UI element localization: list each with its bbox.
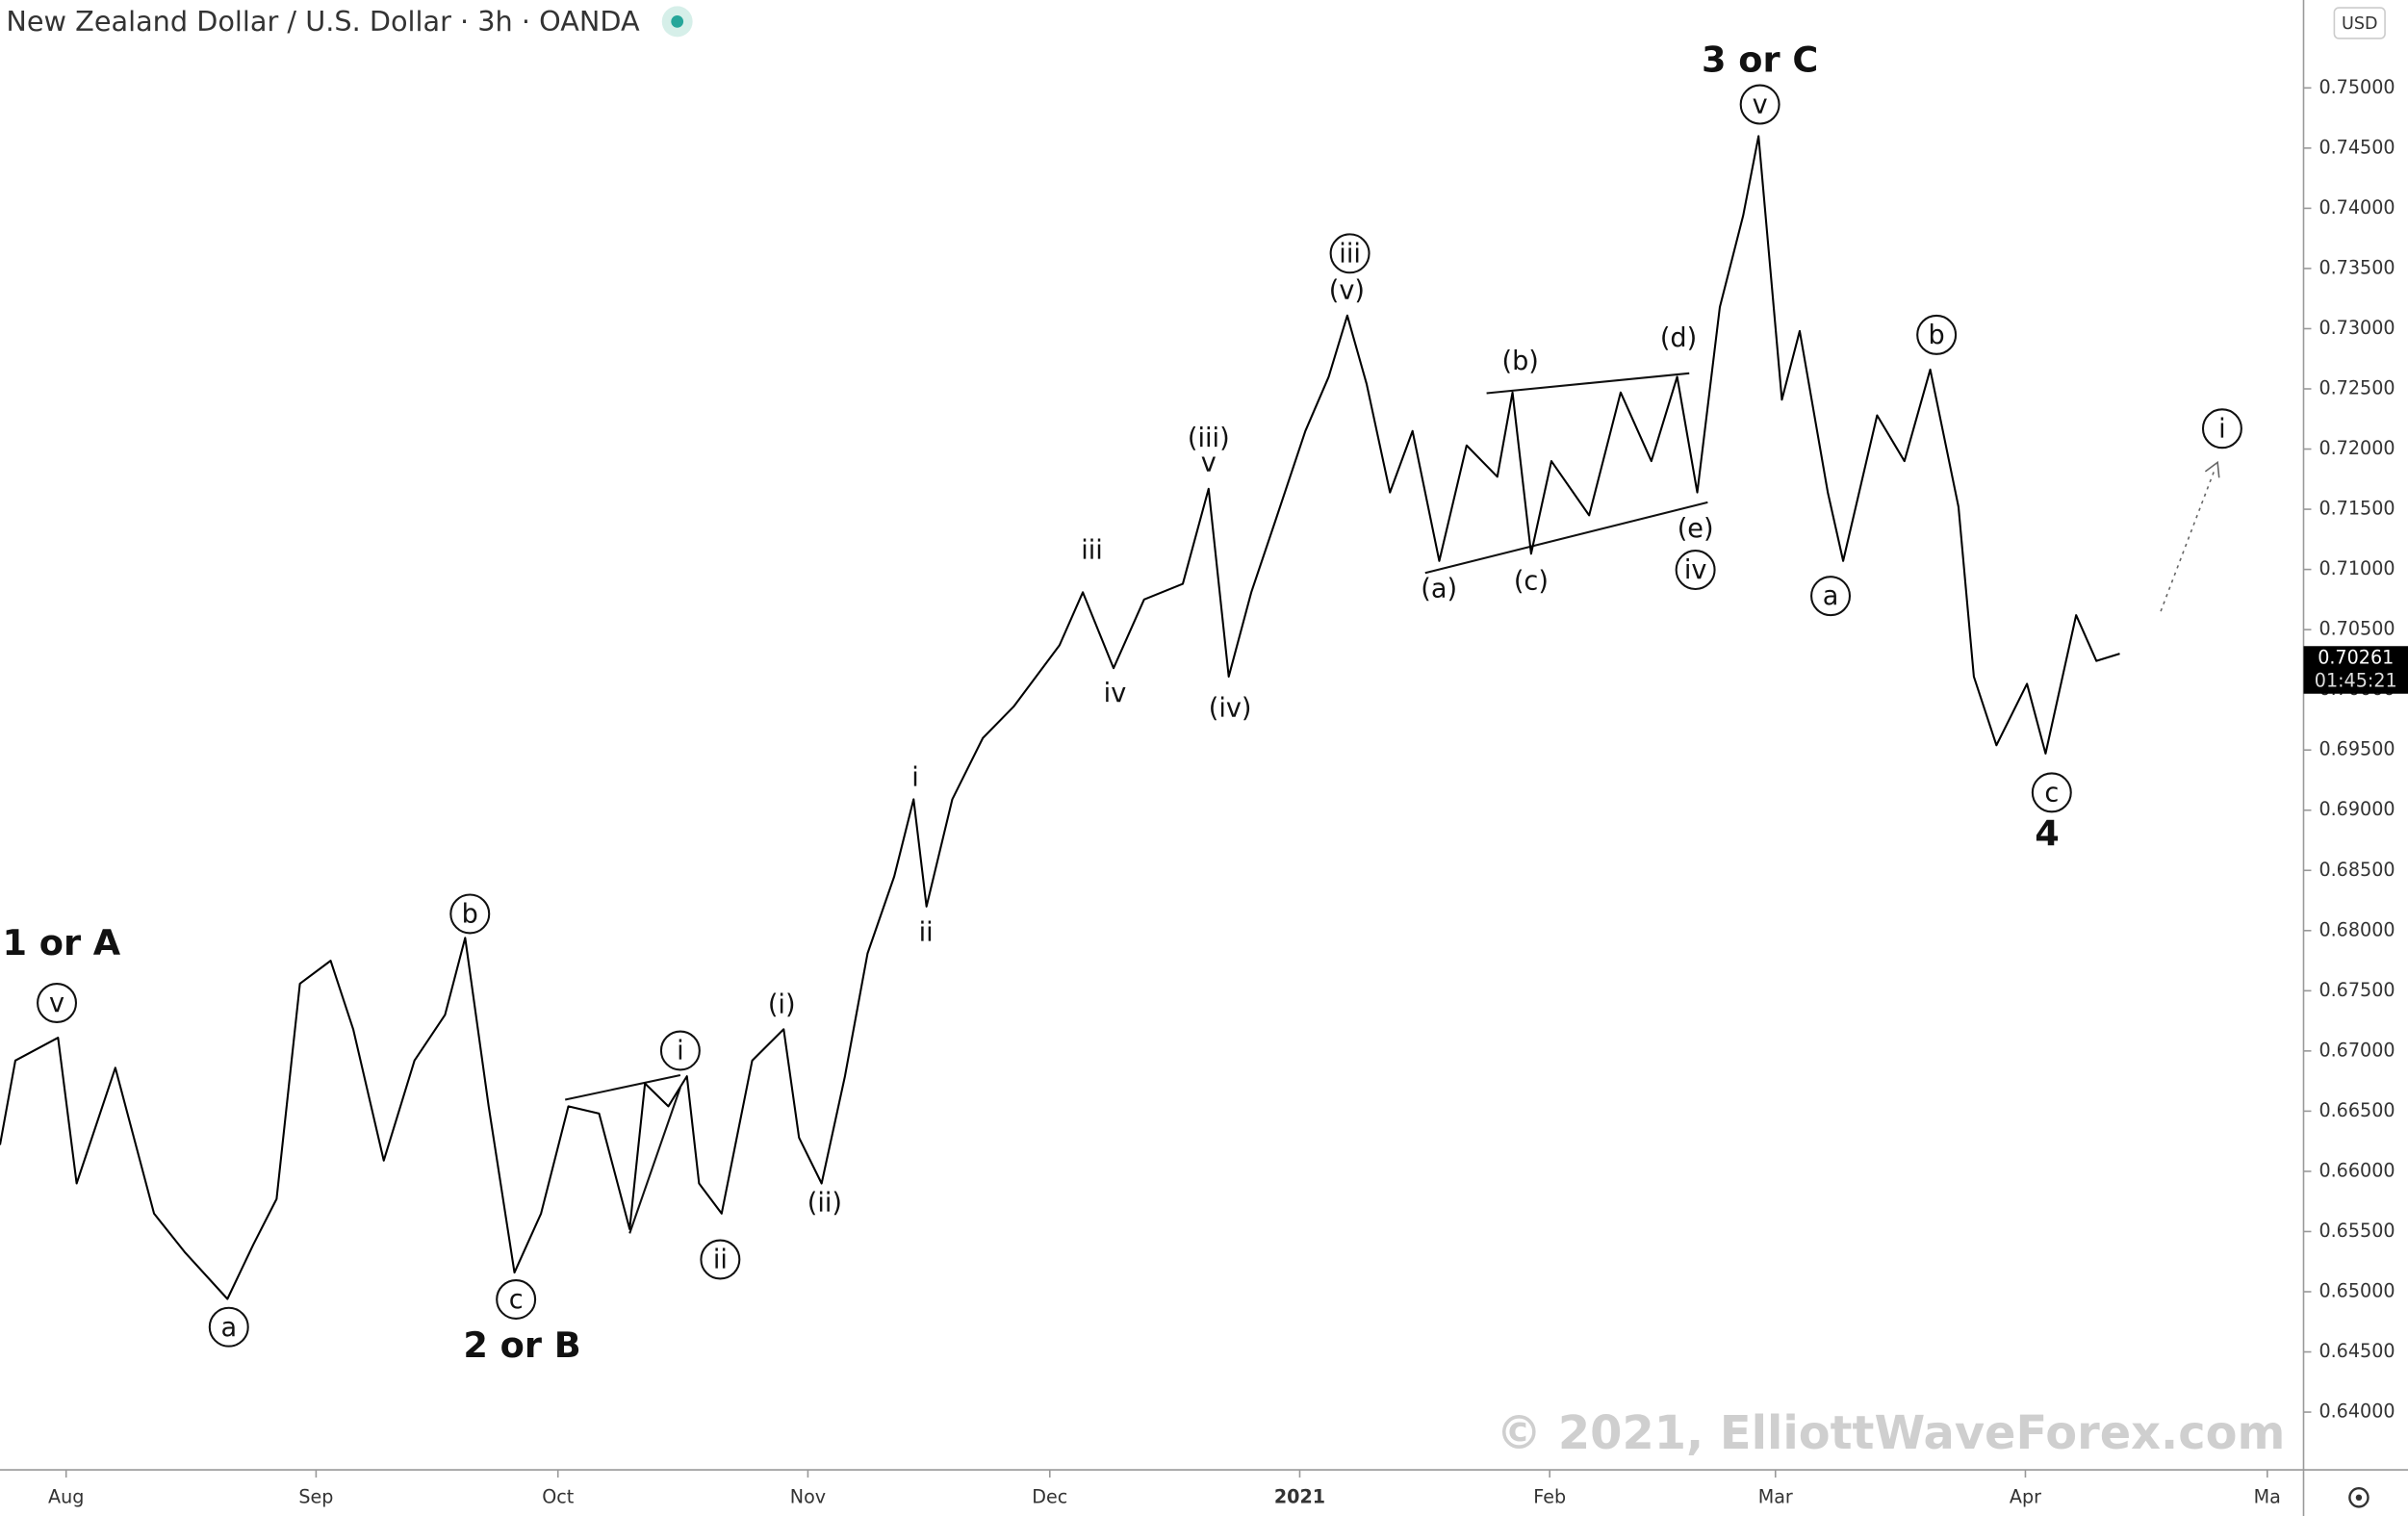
last-price-label: 0.70261 xyxy=(2318,647,2394,669)
wave-circle xyxy=(37,983,78,1023)
wave-label: (v) xyxy=(1329,276,1365,306)
trend-line xyxy=(564,1073,681,1101)
wave-label: i xyxy=(677,1037,684,1066)
y-tick-label: 0.67000 xyxy=(2318,1039,2395,1061)
wave-label: (b) xyxy=(1502,347,1539,376)
currency-label: USD xyxy=(2342,14,2378,34)
y-tick-label: 0.64500 xyxy=(2318,1340,2395,1362)
x-tick-label: Apr xyxy=(2010,1485,2041,1507)
wave-degree-label: 1 or A xyxy=(2,922,120,964)
y-tick-label: 0.69500 xyxy=(2318,738,2395,760)
wave-label: (c) xyxy=(1514,566,1549,596)
wave-label: (a) xyxy=(1421,574,1457,604)
wave-degree-label: 3 or C xyxy=(1702,39,1818,80)
wave-circle xyxy=(2031,772,2072,813)
y-tick-label: 0.74000 xyxy=(2318,196,2395,218)
wave-label: iv xyxy=(1104,679,1127,708)
y-tick-label: 0.65500 xyxy=(2318,1220,2395,1242)
wave-label: ii xyxy=(713,1246,728,1275)
wave-label: iii xyxy=(1081,535,1103,565)
y-tick-label: 0.74500 xyxy=(2318,136,2395,158)
wave-circle xyxy=(496,1278,537,1320)
chart-title: New Zealand Dollar / U.S. Dollar · 3h · … xyxy=(6,5,640,38)
wave-label: v xyxy=(1753,90,1768,120)
wave-label: b xyxy=(1929,321,1945,350)
x-tick-label: Mar xyxy=(1758,1485,1793,1507)
y-tick-label: 0.67500 xyxy=(2318,979,2395,1001)
wave-label: (d) xyxy=(1660,323,1697,353)
wave-circle xyxy=(700,1239,741,1280)
y-tick-label: 0.66000 xyxy=(2318,1159,2395,1181)
wave-label: c xyxy=(2044,778,2059,808)
wave-label: (i) xyxy=(768,990,796,1020)
wave-degree-label: 2 or B xyxy=(463,1324,580,1366)
y-tick-label: 0.72500 xyxy=(2318,377,2395,399)
wave-label: a xyxy=(1823,581,1839,611)
wave-degree-label: 4 xyxy=(2035,813,2060,855)
wave-label: b xyxy=(462,900,478,930)
x-tick-label: 2021 xyxy=(1274,1485,1325,1507)
wave-circle xyxy=(1329,233,1371,274)
wave-circle xyxy=(1739,84,1780,125)
wave-label: iv xyxy=(1684,555,1707,585)
y-tick-label: 0.73500 xyxy=(2318,256,2395,278)
trend-line xyxy=(1486,372,1690,395)
y-tick-label: 0.64000 xyxy=(2318,1400,2395,1423)
wave-label: a xyxy=(220,1313,237,1343)
wave-label: v xyxy=(1201,448,1217,477)
status-dot xyxy=(671,14,684,28)
x-tick-label: Ma xyxy=(2254,1485,2281,1507)
wave-circle xyxy=(1675,550,1716,591)
x-tick-label: Sep xyxy=(298,1485,333,1507)
y-tick-label: 0.66500 xyxy=(2318,1099,2395,1121)
trend-line xyxy=(628,1087,681,1234)
countdown-label: 01:45:21 xyxy=(2315,669,2397,691)
y-tick-label: 0.65000 xyxy=(2318,1279,2395,1301)
wave-label: (ii) xyxy=(807,1189,842,1219)
wave-label: v xyxy=(49,989,64,1018)
x-tick-label: Dec xyxy=(1032,1485,1067,1507)
wave-label: (iv) xyxy=(1209,694,1252,724)
projection-arrow xyxy=(2160,470,2216,612)
settings-icon[interactable] xyxy=(2348,1487,2370,1508)
y-tick-label: 0.71000 xyxy=(2318,557,2395,579)
y-tick-label: 0.69000 xyxy=(2318,798,2395,820)
x-tick-label: Nov xyxy=(790,1485,826,1507)
wave-circle xyxy=(1916,314,1958,355)
wave-circle xyxy=(659,1030,701,1071)
currency-button[interactable] xyxy=(2333,7,2386,39)
wave-label: i xyxy=(2218,414,2226,444)
y-tick-label: 0.71500 xyxy=(2318,498,2395,520)
wave-circle xyxy=(449,893,491,935)
wave-label: ii xyxy=(919,918,934,948)
y-tick-label: 0.68500 xyxy=(2318,859,2395,881)
price-line xyxy=(0,135,2120,1300)
y-tick-label: 0.73000 xyxy=(2318,317,2395,339)
wave-label: i xyxy=(911,763,919,793)
wave-label: iii xyxy=(1339,239,1361,269)
y-tick-label: 0.72000 xyxy=(2318,437,2395,459)
wave-label: (e) xyxy=(1678,514,1714,544)
wave-circle xyxy=(208,1306,249,1348)
watermark: © 2021, ElliottWaveForex.com xyxy=(1496,1407,2285,1460)
wave-label: c xyxy=(509,1285,524,1315)
y-tick-label: 0.70500 xyxy=(2318,618,2395,640)
x-tick-label: Feb xyxy=(1533,1485,1566,1507)
x-tick-label: Aug xyxy=(48,1485,84,1507)
y-tick-label: 0.75000 xyxy=(2318,76,2395,98)
y-tick-label: 0.68000 xyxy=(2318,918,2395,940)
x-tick-label: Oct xyxy=(542,1485,575,1507)
trend-line xyxy=(1424,501,1708,575)
projection-arrow-head xyxy=(2204,460,2220,478)
wave-label: (iii) xyxy=(1188,424,1230,453)
wave-circle xyxy=(1810,576,1852,617)
wave-circle xyxy=(2201,408,2242,450)
last-price-tag xyxy=(2303,646,2408,694)
